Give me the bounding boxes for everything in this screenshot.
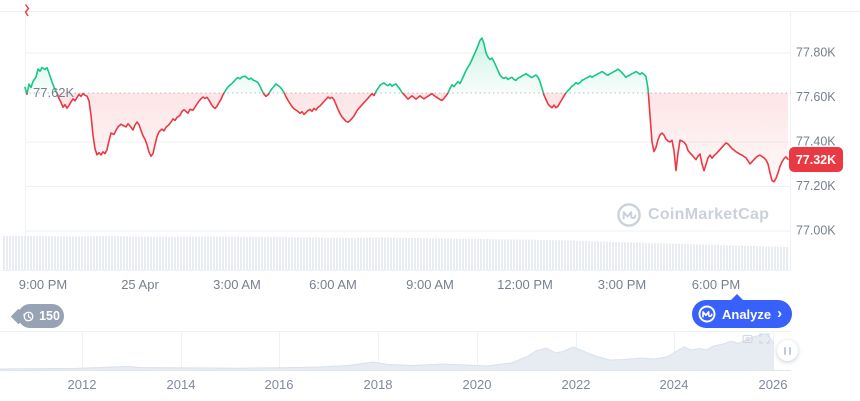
chevron-right-icon: › <box>777 305 783 322</box>
handle-bar <box>784 346 787 355</box>
timeline-year-label: 2020 <box>463 377 492 392</box>
open-price-label: 77.62K <box>33 85 75 100</box>
analyze-pointer-arrow <box>730 294 744 301</box>
timeline-drag-handle[interactable] <box>777 340 798 361</box>
x-axis-tick-label: 12:00 PM <box>497 277 553 292</box>
x-axis-labels: 9:00 PM 25 Apr 3:00 AM 6:00 AM 9:00 AM 12:00 … <box>19 277 740 292</box>
y-axis-tick-label: 77.40K <box>796 134 836 148</box>
coinmarketcap-logo-icon-small <box>698 305 716 323</box>
timeline-area <box>0 334 774 370</box>
timeline-year-label: 2022 <box>562 377 591 392</box>
snapshot-icon[interactable] <box>742 333 753 344</box>
handle-bar <box>788 346 791 355</box>
price-line-artifact <box>24 4 30 17</box>
timeline-year-label: 2014 <box>167 377 196 392</box>
timeline-year-label: 2018 <box>364 377 393 392</box>
timeline-year-label: 2024 <box>660 377 689 392</box>
chart-toolbar-icons <box>742 333 770 344</box>
timeline-year-label: 2026 <box>759 377 788 392</box>
x-axis-tick-label: 6:00 PM <box>692 277 740 292</box>
timeline-scrubber[interactable]: 2012 2014 2016 2018 2020 2022 2024 2026 <box>0 331 791 393</box>
x-axis-tick-label: 6:00 AM <box>309 277 357 292</box>
y-axis-labels: 77.80K 77.60K 77.40K 77.20K 77.00K <box>796 45 836 237</box>
timeline-year-label: 2016 <box>265 377 294 392</box>
current-price-value: 77.32K <box>795 152 837 167</box>
analyze-button[interactable]: Analyze › <box>692 294 793 328</box>
x-axis-tick-label: 9:00 PM <box>19 277 67 292</box>
timeline-year-labels: 2012 2014 2016 2018 2020 2022 2024 2026 <box>68 377 788 392</box>
current-price-badge: 77.32K <box>789 147 843 172</box>
volume-bars <box>3 236 788 270</box>
history-clock-icon <box>22 311 34 321</box>
analyze-button-label: Analyze <box>722 306 772 322</box>
timeline-area-outline <box>0 333 775 370</box>
x-axis-tick-label: 3:00 PM <box>598 277 646 292</box>
x-axis-tick-label: 3:00 AM <box>213 277 261 292</box>
x-axis-tick-label: 25 Apr <box>121 277 159 292</box>
badge-pill: 150 <box>18 304 64 328</box>
history-count-value: 150 <box>39 309 60 323</box>
y-axis-tick-label: 77.20K <box>796 179 836 193</box>
y-axis-tick-label: 77.00K <box>796 223 836 237</box>
history-count-badge[interactable]: 150 <box>8 304 64 328</box>
price-area-fill <box>25 38 788 182</box>
y-axis-tick-label: 77.60K <box>796 90 836 104</box>
timeline-grid <box>82 332 774 370</box>
price-line <box>24 37 789 183</box>
fullscreen-icon[interactable] <box>759 333 770 344</box>
x-axis-tick-label: 9:00 AM <box>406 277 454 292</box>
y-axis-tick-label: 77.80K <box>796 45 836 59</box>
timeline-year-label: 2012 <box>68 377 97 392</box>
